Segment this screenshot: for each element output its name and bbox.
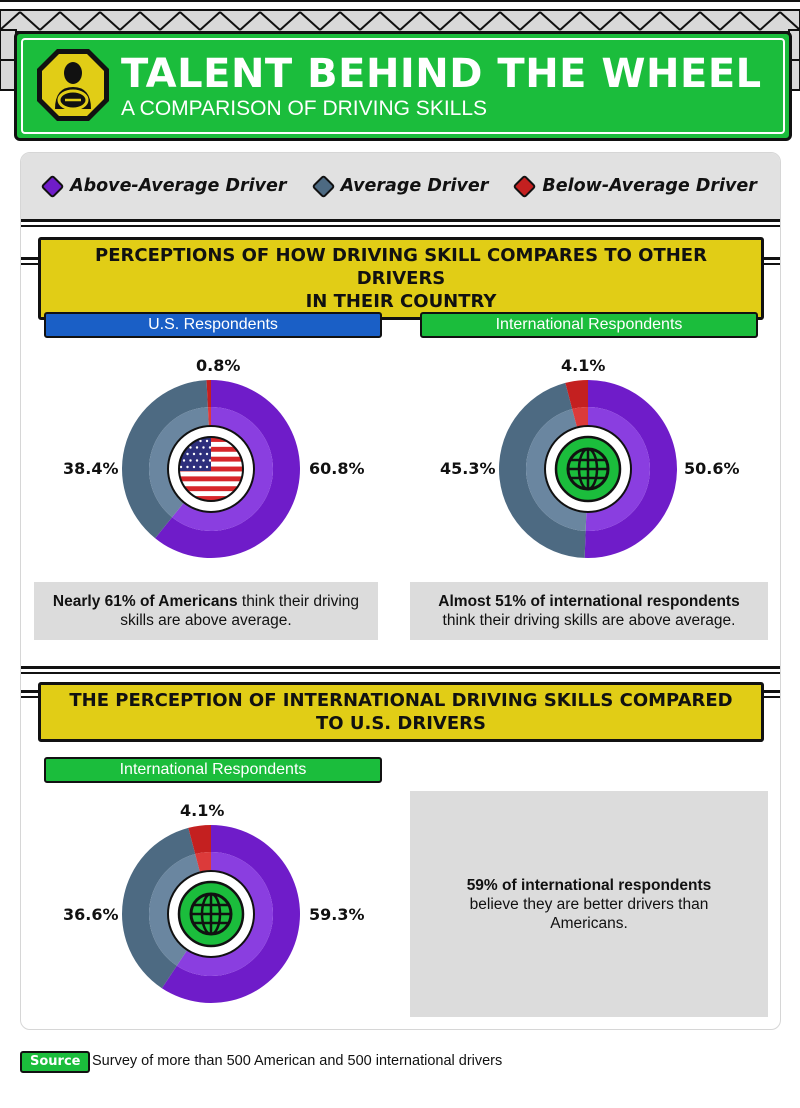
caption-section2-bold: 59% of international respondents [466,876,712,894]
main-panel: Above-Average Driver Average Driver Belo… [20,152,781,1030]
pct-label-us-average: 38.4% [63,459,119,478]
donut-intl1-inner-above [585,407,651,531]
donut-intl2-slice-below [188,825,211,855]
caption-us-rest: think their driving skills are above ave… [120,593,360,629]
donut-intl2-slice-average [122,827,196,989]
divider-1 [21,219,780,227]
section2-banner: THE PERCEPTION OF INTERNATIONAL DRIVING … [38,682,764,742]
legend-item-above: Above-Average Driver [40,173,287,199]
donut-intl1-slice-above [584,380,677,558]
caption-intl-1: Almost 51% of international respondents … [410,582,768,640]
source-text: Survey of more than 500 American and 500… [92,1053,503,1069]
page-title: TALENT BEHIND THE WHEEL [121,51,762,97]
donut-chart-intl-2 [122,825,300,1003]
donut-us-inner-average [149,407,209,518]
legend-label-above: Above-Average Driver [70,176,287,196]
donut-intl2-inner-above [176,852,273,976]
donut-us-inner-above [172,407,273,531]
source-tag: Source [20,1051,91,1073]
pct-label-intl1-below: 4.1% [561,356,606,375]
pct-label-intl2-average: 36.6% [63,905,119,924]
pct-label-us-below: 0.8% [196,356,241,375]
legend-label-below: Below-Average Driver [542,176,757,196]
legend: Above-Average Driver Average Driver Belo… [21,153,780,219]
us-flag-icon [179,437,243,501]
donut-intl1-inner-average [526,409,587,531]
donut-us-slice-average [122,380,208,539]
donut-intl2-inner-average [148,854,201,966]
caption-intl1-bold: Almost 51% of international respondents [438,593,740,610]
pct-label-intl2-below: 4.1% [180,801,225,820]
legend-item-below: Below-Average Driver [512,173,757,199]
legend-label-average: Average Driver [340,176,489,196]
section1-title-line1: PERCEPTIONS OF HOW DRIVING SKILL COMPARE… [95,245,707,289]
divider-mid-1b [757,257,780,265]
pct-label-us-above: 60.8% [309,459,365,478]
section2-title-line1: THE PERCEPTION OF INTERNATIONAL DRIVING … [69,690,733,711]
globe-icon [177,880,245,948]
donut-intl2-slice-above [161,825,300,1003]
legend-swatch-above [40,173,65,199]
page-subtitle: A COMPARISON OF DRIVING SKILLS [121,97,488,120]
legend-swatch-average [311,173,336,199]
intl-respondents-label-2: International Respondents [44,757,382,783]
section1-title-line2: IN THEIR COUNTRY [305,291,497,312]
divider-mid-2 [21,690,46,698]
driver-steering-wheel-icon [37,49,109,121]
donut-us-slice-below [206,380,211,408]
title-sign: TALENT BEHIND THE WHEEL A COMPARISON OF … [14,31,792,141]
section2-title-line2: TO U.S. DRIVERS [316,713,486,734]
caption-intl1-rest: think their driving skills are above ave… [442,612,736,629]
donut-intl2-inner-below [195,852,211,876]
legend-swatch-below [512,173,537,199]
pct-label-intl1-above: 50.6% [684,459,740,478]
caption-us-bold: Nearly 61% of Americans [52,593,238,610]
globe-icon [554,435,622,503]
divider-2 [21,666,780,674]
caption-us: Nearly 61% of Americans think their driv… [34,582,378,640]
us-respondents-label: U.S. Respondents [44,312,382,338]
donut-chart-intl-1 [499,380,677,558]
donut-intl1-slice-average [499,382,586,558]
donut-chart-us [122,380,300,558]
donut-intl1-inner-below [572,407,588,431]
divider-mid-2b [757,690,780,698]
donut-us-inner-below [207,407,211,430]
pct-label-intl1-average: 45.3% [440,459,496,478]
legend-item-average: Average Driver [311,173,489,199]
divider-mid-1 [21,257,46,265]
intl-respondents-label-1: International Respondents [420,312,758,338]
pct-label-intl2-above: 59.3% [309,905,365,924]
caption-section2: 59% of international respondents believe… [410,791,768,1017]
section1-banner: PERCEPTIONS OF HOW DRIVING SKILL COMPARE… [38,237,764,320]
donut-intl1-slice-below [565,380,588,410]
donut-us-slice-above [155,380,300,558]
caption-section2-rest: believe they are better drivers than Ame… [469,895,709,932]
